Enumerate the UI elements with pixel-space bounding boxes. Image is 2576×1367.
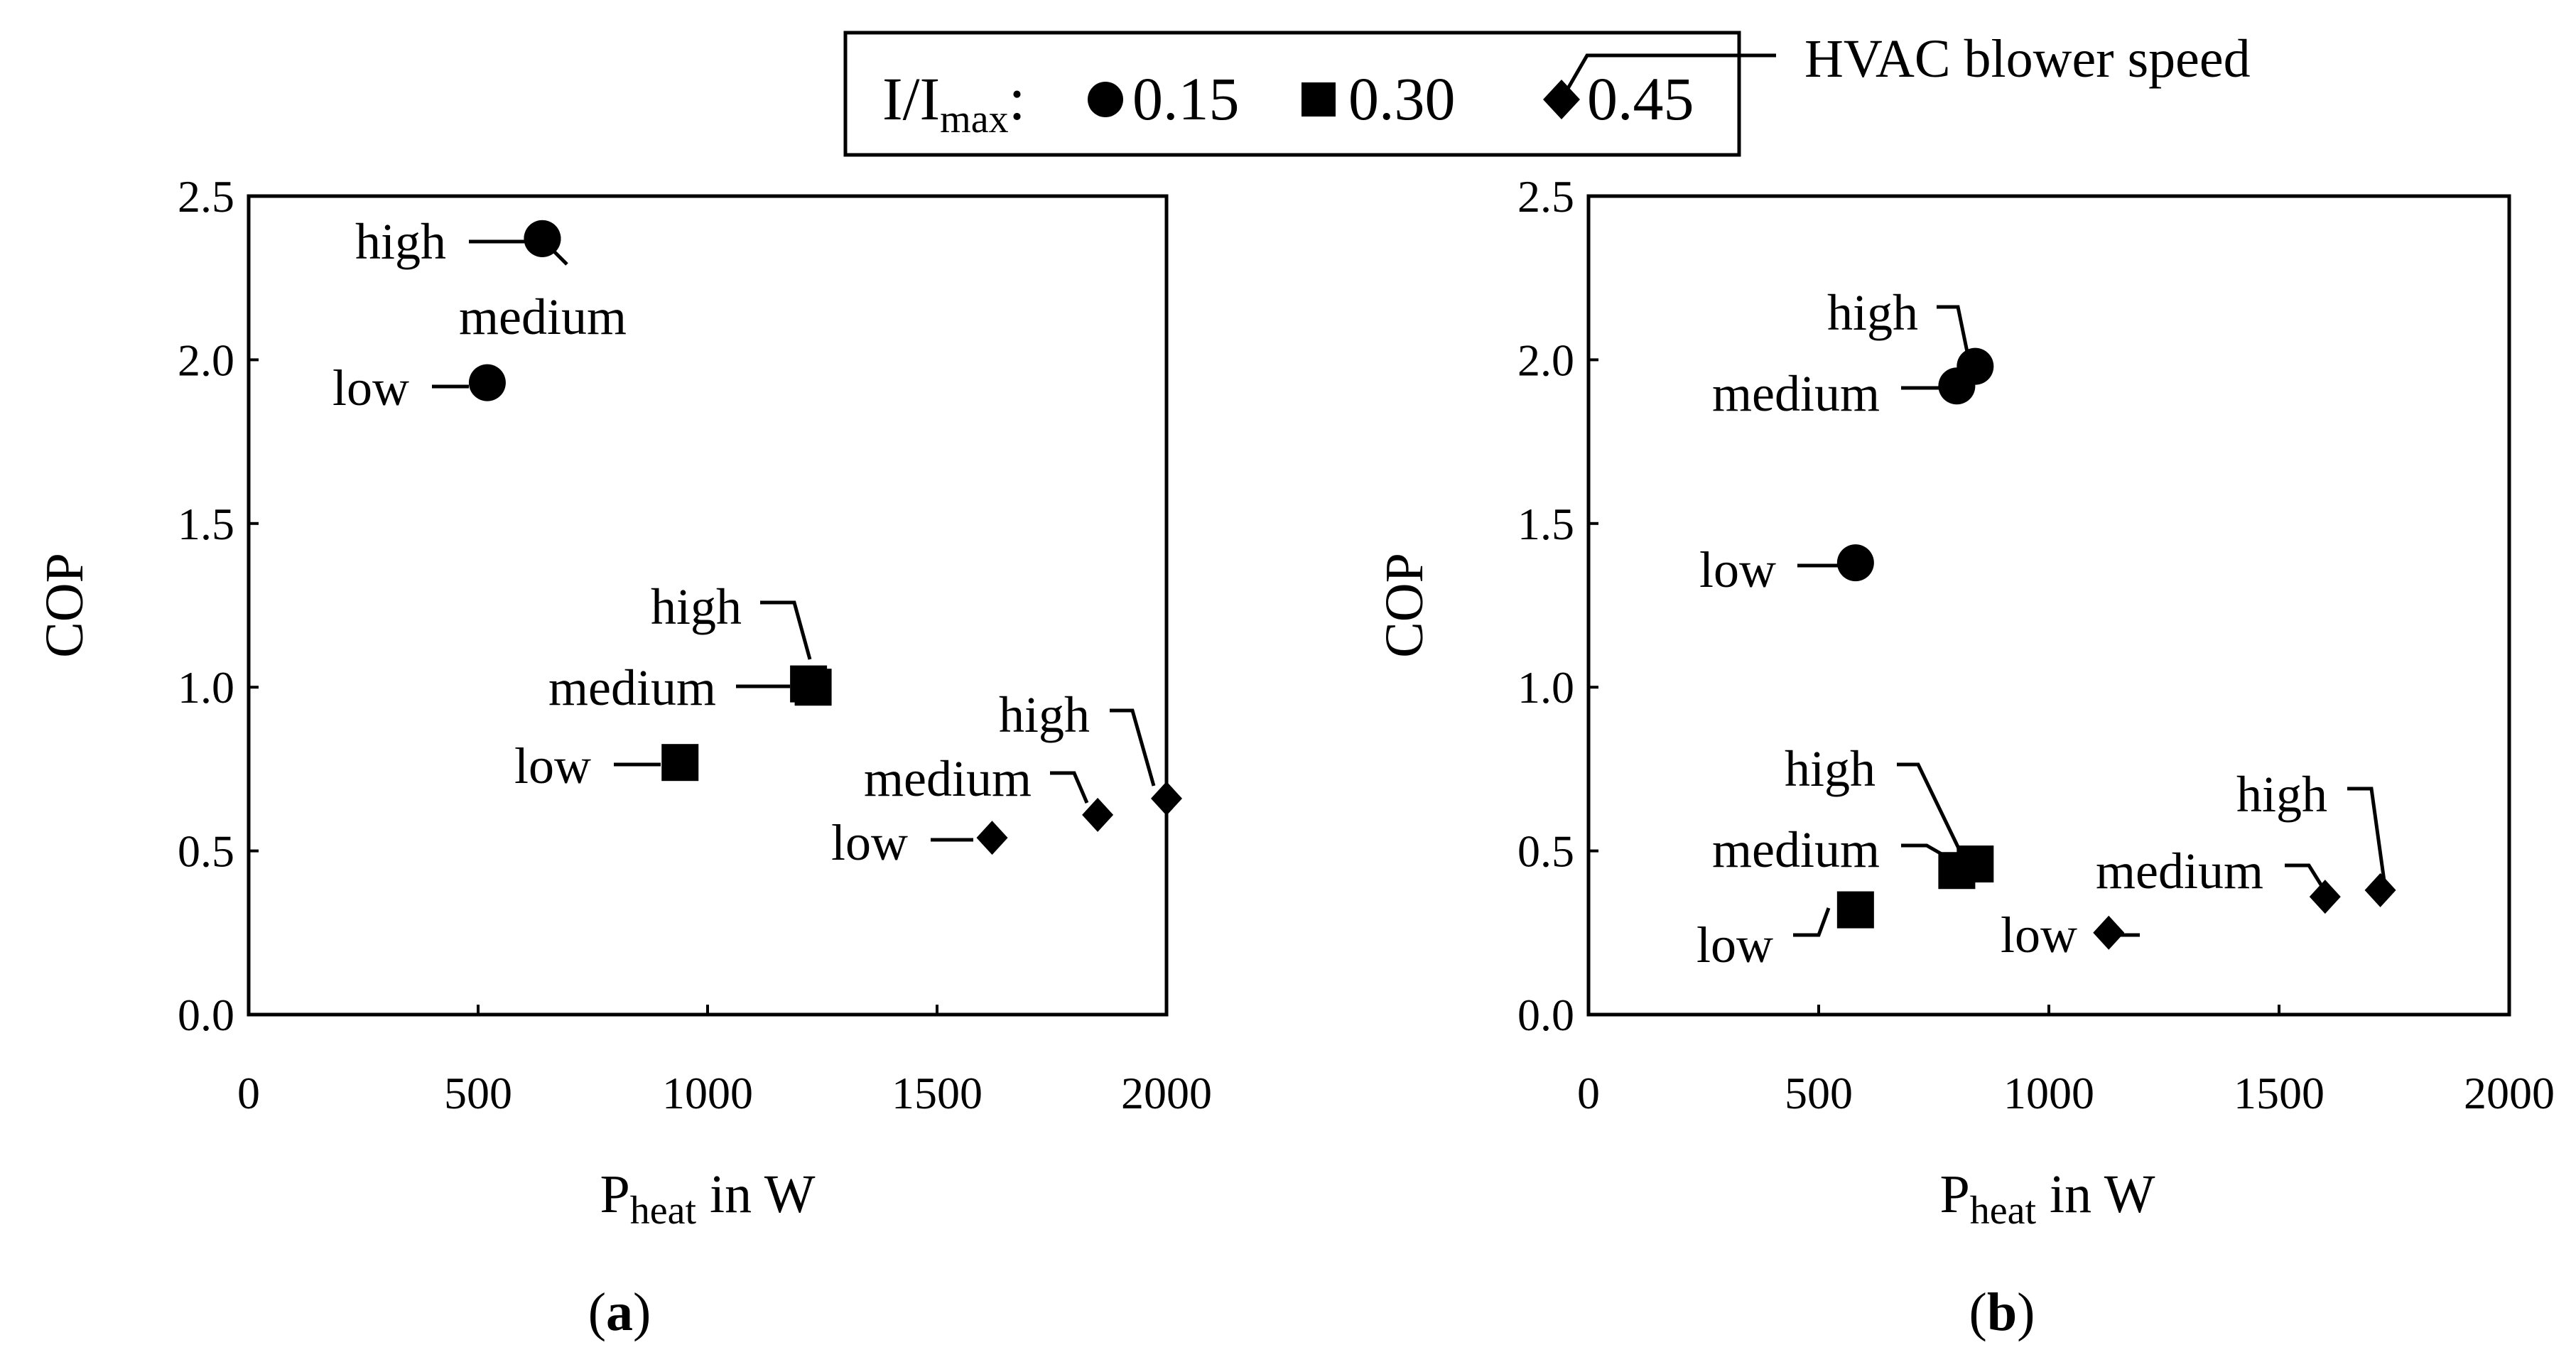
- y-tick-label: 1.0: [178, 662, 234, 713]
- leader-line: [546, 243, 568, 266]
- x-tick-label: 0: [237, 1068, 260, 1118]
- leader-line: [1050, 771, 1089, 804]
- point-label: high: [999, 686, 1090, 743]
- leader-line: [760, 600, 812, 660]
- x-tick-label: 0: [1577, 1068, 1600, 1118]
- data-point-circle: [1836, 544, 1874, 582]
- data-point-square: [794, 669, 832, 706]
- y-axis-title: COP: [1375, 553, 1434, 658]
- leader-line: [2285, 863, 2325, 890]
- panel-a: 0.00.51.01.52.02.5 0 500 1000 1500 2000 COP …: [35, 171, 1212, 1342]
- point-label: medium: [1712, 365, 1880, 422]
- data-point-square: [661, 744, 699, 782]
- legend-box: [843, 31, 1741, 157]
- y-tick-label: 1.5: [1517, 499, 1574, 549]
- legend-title: I/Imax:: [882, 65, 1026, 141]
- leader-line: [1937, 305, 1970, 356]
- data-point-square: [1957, 845, 1994, 883]
- legend-entry-label: 0.30: [1348, 65, 1456, 133]
- data-point-square: [1836, 891, 1874, 929]
- data-marks: [1836, 347, 2396, 950]
- point-label: medium: [864, 750, 1032, 807]
- legend-entry-label: 0.45: [1587, 65, 1694, 133]
- x-tick-label: 1000: [662, 1068, 753, 1118]
- y-tick-label: 0.5: [178, 826, 234, 877]
- x-tick-label: 500: [444, 1068, 512, 1118]
- x-tick-label: 1500: [2234, 1068, 2325, 1118]
- legend-entry-label: 0.15: [1132, 65, 1240, 133]
- point-label: low: [1699, 541, 1776, 598]
- point-label: medium: [548, 659, 716, 716]
- point-annotations: high medium low high medium low high med…: [332, 213, 1156, 871]
- x-tick-label: 2000: [1121, 1068, 1212, 1118]
- data-point-diamond: [2364, 872, 2396, 907]
- legend-marker-circle: [1088, 82, 1123, 117]
- x-tick-label: 2000: [2464, 1068, 2555, 1118]
- panel-label: (a): [588, 1282, 651, 1342]
- point-label: high: [2236, 766, 2327, 823]
- legend-callout-line: [1559, 53, 1776, 101]
- data-point-diamond: [1151, 781, 1182, 816]
- point-label: high: [651, 578, 742, 635]
- data-point-diamond: [976, 821, 1008, 855]
- legend: I/Imax: 0.15 0.30 0.45 HVAC blower speed: [843, 29, 2251, 157]
- x-tick-label: 1500: [892, 1068, 983, 1118]
- leader-line: [1110, 708, 1156, 787]
- y-tick-label: 0.0: [178, 990, 234, 1040]
- point-label: medium: [1712, 821, 1880, 878]
- data-point-circle: [1957, 347, 1994, 385]
- x-tick-label: 500: [1785, 1068, 1853, 1118]
- leader-line: [1793, 907, 1831, 937]
- data-point-circle: [468, 364, 506, 401]
- point-label: high: [355, 213, 446, 270]
- point-annotations: high medium low high medium low high med…: [1696, 284, 2386, 973]
- y-tick-label: 1.0: [1517, 662, 1574, 713]
- point-label: medium: [459, 288, 627, 345]
- y-tick-label: 0.5: [1517, 826, 1574, 877]
- y-tick-label: 0.0: [1517, 990, 1574, 1040]
- panel-label: (b): [1969, 1282, 2035, 1342]
- data-point-diamond: [2309, 880, 2341, 914]
- y-tick-label: 2.0: [1517, 335, 1574, 385]
- y-axis-ticks: 0.0 0.5 1.0 1.5 2.0 2.5: [1517, 171, 1598, 1040]
- point-label: low: [2001, 907, 2077, 963]
- y-tick-label: 1.5: [178, 499, 234, 549]
- x-axis-ticks: 0 500 1000 1500 2000: [237, 1005, 1212, 1118]
- point-label: low: [831, 814, 908, 871]
- y-axis-ticks: 0.0 0.5 1.0 1.5 2.0 2.5: [178, 171, 259, 1040]
- leader-line: [1897, 762, 1961, 851]
- leader-line: [2347, 787, 2386, 882]
- x-axis-title: Pheat in W: [600, 1165, 815, 1233]
- point-label: medium: [2096, 843, 2263, 899]
- y-tick-label: 2.0: [178, 335, 234, 385]
- x-axis-ticks: 0 500 1000 1500 2000: [1577, 1005, 2555, 1118]
- point-label: low: [514, 737, 591, 794]
- data-point-diamond: [1082, 797, 1114, 832]
- y-tick-label: 2.5: [1517, 171, 1574, 222]
- legend-callout: HVAC blower speed: [1804, 29, 2251, 89]
- point-label: low: [332, 360, 409, 416]
- y-tick-label: 2.5: [178, 171, 234, 222]
- y-axis-title: COP: [35, 553, 94, 658]
- x-axis-title: Pheat in W: [1939, 1165, 2155, 1233]
- leader-line: [1901, 843, 1948, 859]
- legend-marker-square: [1301, 82, 1336, 117]
- panel-b: 0.00.51.01.52.02.5 0 500 1000 1500 2000 COP …: [1375, 171, 2555, 1342]
- x-tick-label: 1000: [2003, 1068, 2094, 1118]
- point-label: high: [1785, 740, 1876, 797]
- data-point-diamond: [2093, 915, 2125, 950]
- point-label: low: [1696, 917, 1773, 973]
- point-label: high: [1827, 284, 1918, 341]
